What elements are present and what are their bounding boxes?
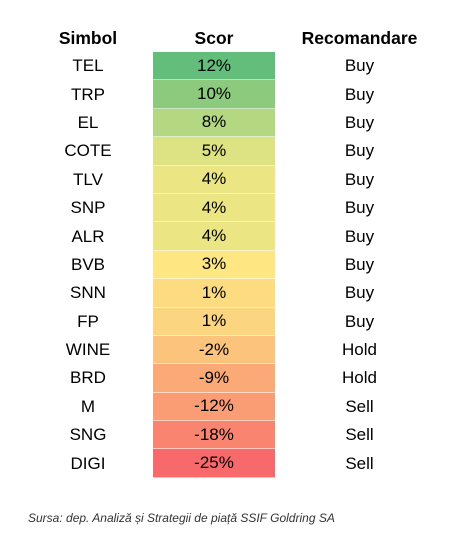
recommendation-cell: Sell bbox=[345, 425, 374, 445]
header-symbol: Simbol bbox=[58, 27, 118, 48]
symbol-cell: EL bbox=[77, 112, 99, 132]
symbol-cell: COTE bbox=[64, 141, 112, 161]
table-row: WINE -2% Hold bbox=[28, 335, 444, 365]
symbol-cell: WINE bbox=[65, 340, 111, 360]
symbol-cell: TRP bbox=[71, 84, 105, 104]
symbol-cell: SNG bbox=[69, 425, 107, 445]
recommendation-cell: Hold bbox=[342, 340, 377, 360]
table-row: EL 8% Buy bbox=[28, 108, 444, 138]
symbol-cell: TLV bbox=[73, 169, 103, 189]
source-note: Sursa: dep. Analiză și Strategii de piaț… bbox=[28, 511, 335, 525]
recommendation-cell: Sell bbox=[345, 453, 374, 473]
symbol-cell: BRD bbox=[70, 368, 106, 388]
table-row: TEL 12% Buy bbox=[28, 52, 444, 81]
score-cell: 12% bbox=[153, 52, 275, 81]
table-row: COTE 5% Buy bbox=[28, 137, 444, 166]
recommendation-cell: Buy bbox=[344, 141, 375, 161]
recommendation-cell: Buy bbox=[344, 198, 375, 218]
table-row: ALR 4% Buy bbox=[28, 222, 444, 251]
score-cell: 5% bbox=[153, 137, 275, 166]
symbol-cell: SNN bbox=[70, 283, 106, 303]
table-row: TLV 4% Buy bbox=[28, 165, 444, 194]
table-row: SNP 4% Buy bbox=[28, 193, 444, 223]
recommendation-cell: Buy bbox=[344, 254, 375, 274]
score-cell: -2% bbox=[153, 335, 275, 365]
score-cell: 1% bbox=[153, 279, 275, 308]
table-row: TRP 10% Buy bbox=[28, 80, 444, 109]
recommendation-cell: Hold bbox=[342, 368, 377, 388]
recommendation-cell: Buy bbox=[344, 226, 375, 246]
score-cell: -25% bbox=[153, 449, 275, 478]
table-row: DIGI -25% Sell bbox=[28, 449, 444, 478]
symbol-cell: SNP bbox=[70, 198, 106, 218]
symbol-cell: DIGI bbox=[70, 453, 106, 473]
table-row: M -12% Sell bbox=[28, 392, 444, 422]
score-cell: 10% bbox=[153, 80, 275, 109]
recommendation-cell: Buy bbox=[344, 311, 375, 331]
table-row: SNG -18% Sell bbox=[28, 421, 444, 450]
score-cell: 4% bbox=[153, 165, 275, 194]
table-row: SNN 1% Buy bbox=[28, 279, 444, 308]
table-header: Simbol Scor Recomandare bbox=[28, 24, 444, 52]
score-cell: -12% bbox=[153, 392, 275, 422]
table-body: TEL 12% Buy TRP 10% Buy EL 8% Buy COTE 5% Buy TLV 4% B… bbox=[28, 52, 444, 478]
symbol-cell: BVB bbox=[70, 254, 106, 274]
score-table: Simbol Scor Recomandare TEL 12% Buy TRP 10% B… bbox=[28, 24, 444, 478]
header-recommendation: Recomandare bbox=[301, 27, 418, 48]
recommendation-cell: Buy bbox=[344, 112, 375, 132]
score-cell: 3% bbox=[153, 250, 275, 280]
symbol-cell: TEL bbox=[72, 56, 104, 76]
header-score: Scor bbox=[194, 27, 234, 48]
score-cell: -9% bbox=[153, 364, 275, 393]
recommendation-cell: Buy bbox=[344, 84, 375, 104]
table-row: BVB 3% Buy bbox=[28, 250, 444, 280]
recommendation-cell: Buy bbox=[344, 56, 375, 76]
recommendation-cell: Buy bbox=[344, 169, 375, 189]
table-row: BRD -9% Hold bbox=[28, 364, 444, 393]
score-cell: 8% bbox=[153, 108, 275, 138]
score-cell: -18% bbox=[153, 421, 275, 450]
score-cell: 1% bbox=[153, 307, 275, 336]
table-row: FP 1% Buy bbox=[28, 307, 444, 336]
symbol-cell: ALR bbox=[71, 226, 105, 246]
symbol-cell: FP bbox=[77, 311, 99, 331]
score-cell: 4% bbox=[153, 193, 275, 223]
score-cell: 4% bbox=[153, 222, 275, 251]
symbol-cell: M bbox=[80, 396, 96, 416]
recommendation-cell: Buy bbox=[344, 283, 375, 303]
recommendation-cell: Sell bbox=[345, 396, 374, 416]
